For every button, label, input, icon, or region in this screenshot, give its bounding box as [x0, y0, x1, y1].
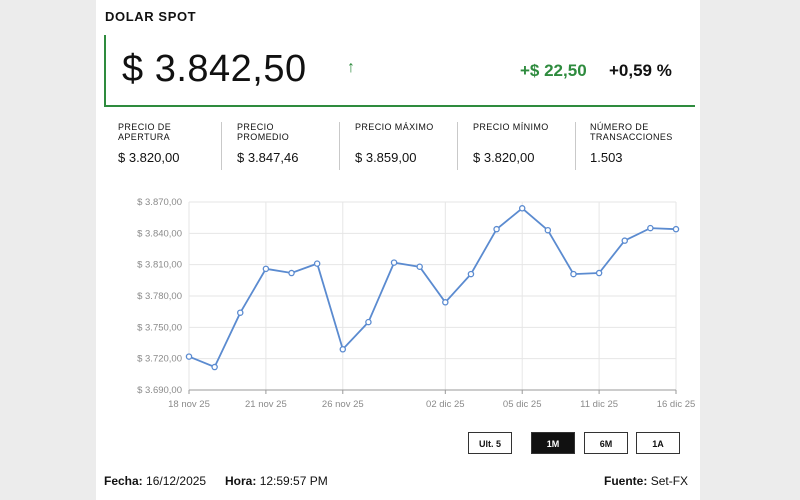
data-point — [544, 226, 552, 234]
data-point — [313, 260, 321, 267]
data-point — [570, 270, 577, 278]
stat-value: $ 3.820,00 — [473, 150, 535, 165]
footer-fuente: Fuente: Set-FX — [604, 474, 689, 488]
stat-maximo: PRECIO MÁXIMO $ 3.859,00 — [339, 122, 458, 170]
data-point — [237, 309, 244, 316]
data-point — [467, 270, 475, 278]
y-tick-label: $ 3.810,00 — [137, 260, 182, 271]
range-button-1a[interactable]: 1A — [636, 432, 680, 454]
stat-label: PRECIO MÍNIMO — [473, 122, 549, 132]
range-button-1m[interactable]: 1M — [531, 432, 575, 454]
stat-value: $ 3.859,00 — [355, 150, 417, 165]
stat-value: $ 3.847,46 — [237, 150, 299, 165]
stat-value: $ 3.820,00 — [118, 150, 180, 165]
x-tick-label: 18 nov 25 — [168, 399, 210, 410]
data-point — [647, 224, 654, 232]
price-change: +$ 22,50 — [520, 61, 587, 80]
series-line — [188, 207, 677, 369]
stat-label: PRECIO MÁXIMO — [355, 122, 434, 132]
range-button-6m[interactable]: 6M — [584, 432, 628, 454]
arrow-up-icon: ↑ — [347, 59, 355, 76]
data-point — [211, 363, 218, 371]
data-point — [518, 205, 526, 212]
stat-label: PRECIO DE APERTURA — [118, 122, 172, 142]
data-point — [262, 265, 270, 273]
footer-fecha: Fecha: 16/12/2025 — [104, 474, 207, 488]
stat-transacciones: NÚMERO DE TRANSACCIONES 1.503 — [575, 122, 690, 170]
y-tick-label: $ 3.870,00 — [137, 197, 182, 208]
x-tick-label: 21 nov 25 — [245, 399, 287, 410]
x-tick-label: 11 dic 25 — [580, 399, 618, 410]
data-point — [595, 269, 603, 277]
quote-panel: DOLAR SPOT $ 3.842,50 ↑ +$ 22,50 +0,59 %… — [96, 0, 700, 500]
stat-label: PRECIO PROMEDIO — [237, 122, 290, 142]
y-tick-label: $ 3.750,00 — [137, 322, 182, 333]
data-point — [339, 346, 347, 353]
stat-promedio: PRECIO PROMEDIO $ 3.847,46 — [221, 122, 349, 170]
stat-apertura: PRECIO DE APERTURA $ 3.820,00 — [118, 122, 218, 170]
x-tick-label: 26 nov 25 — [322, 399, 364, 410]
x-tick-label: 05 dic 25 — [503, 399, 542, 410]
y-tick-label: $ 3.780,00 — [137, 291, 182, 302]
data-point — [416, 263, 423, 271]
price-box: $ 3.842,50 ↑ +$ 22,50 +0,59 % — [104, 35, 695, 107]
price-line-chart: $ 3.690,00 $ 3.720,00 $ 3.750,00 $ 3.780,00… — [137, 197, 696, 410]
data-point — [390, 259, 398, 266]
stat-label: NÚMERO DE TRANSACCIONES — [590, 122, 673, 142]
price-change-percent: +0,59 % — [609, 61, 672, 80]
data-point — [621, 237, 628, 244]
data-point — [672, 225, 680, 233]
footer-hora: Hora: 12:59:57 PM — [225, 474, 328, 488]
y-tick-label: $ 3.690,00 — [137, 385, 182, 396]
stat-minimo: PRECIO MÍNIMO $ 3.820,00 — [457, 122, 576, 170]
y-tick-label: $ 3.720,00 — [137, 354, 182, 365]
current-price: $ 3.842,50 — [122, 48, 307, 90]
x-tick-label: 02 dic 25 — [426, 399, 465, 410]
page-title: DOLAR SPOT — [105, 9, 197, 24]
range-button-ult5[interactable]: Ult. 5 — [468, 432, 512, 454]
stat-value: 1.503 — [590, 150, 623, 165]
data-point — [442, 299, 449, 306]
data-point — [493, 225, 500, 233]
data-point — [288, 269, 295, 277]
y-tick-label: $ 3.840,00 — [137, 228, 182, 239]
x-tick-label: 16 dic 25 — [657, 399, 696, 410]
data-point — [185, 353, 193, 360]
data-point — [365, 318, 372, 326]
